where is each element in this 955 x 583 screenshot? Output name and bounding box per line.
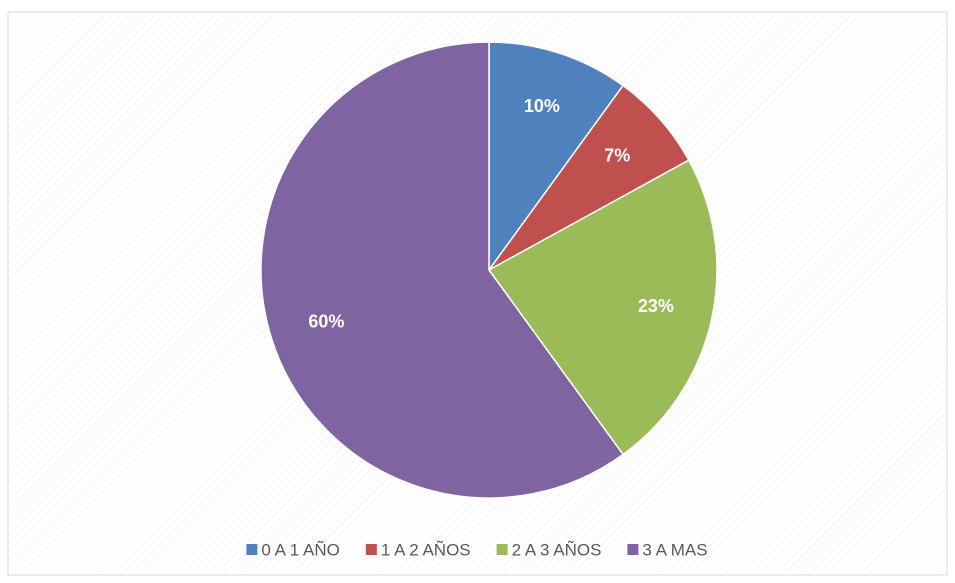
data-label: 60% bbox=[308, 312, 344, 332]
pie-slice bbox=[260, 41, 625, 499]
legend-swatch bbox=[496, 544, 508, 555]
legend-swatch bbox=[246, 544, 258, 555]
legend-swatch bbox=[627, 544, 639, 555]
legend-label: 1 A 2 AÑOS bbox=[381, 540, 471, 559]
legend-label: 3 A MAS bbox=[642, 540, 707, 559]
pie-slice bbox=[487, 159, 718, 456]
data-label: 23% bbox=[638, 296, 674, 316]
legend-swatch bbox=[365, 544, 377, 555]
legend-label: 0 A 1 AÑO bbox=[261, 540, 339, 559]
data-label: 10% bbox=[524, 96, 560, 116]
pie-slice bbox=[488, 41, 625, 273]
data-label: 7% bbox=[604, 146, 630, 166]
legend-label: 2 A 3 AÑOS bbox=[512, 540, 602, 559]
